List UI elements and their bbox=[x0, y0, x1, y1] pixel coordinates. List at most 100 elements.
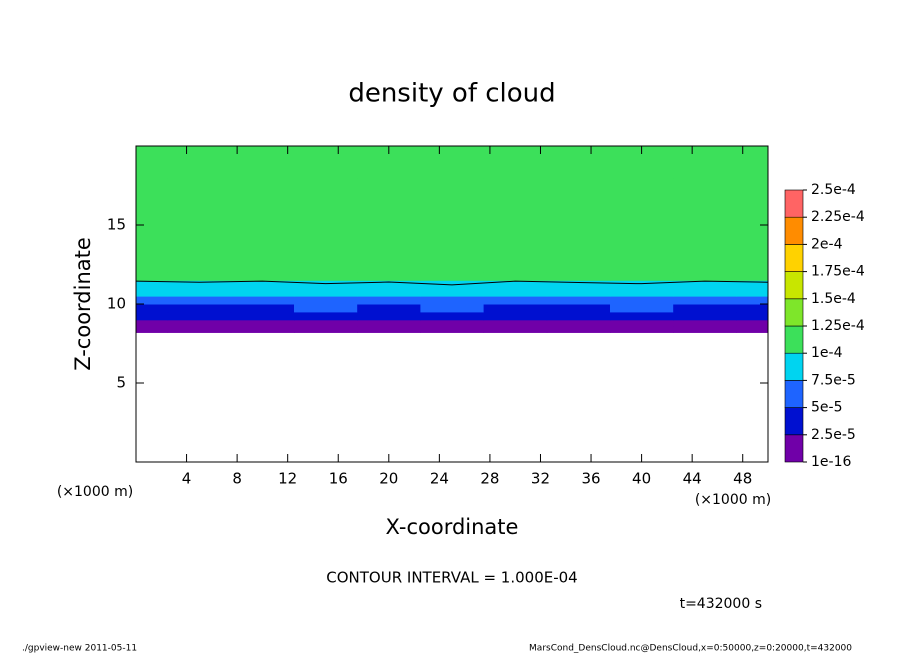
cell bbox=[483, 146, 548, 179]
cell bbox=[357, 272, 421, 281]
cell bbox=[420, 288, 485, 297]
x-tick-label: 44 bbox=[683, 470, 702, 488]
cell bbox=[136, 296, 169, 305]
cell bbox=[230, 311, 295, 321]
colorbar-bin bbox=[784, 244, 804, 272]
colorbar-bin bbox=[784, 216, 804, 245]
colorbar-bin bbox=[784, 352, 804, 381]
overlay: 4 8 12 16 20 24 28 32 36 40 44 48510151e-162.5e-55e… bbox=[107, 145, 865, 488]
cell bbox=[357, 319, 421, 327]
x-tick-label: 40 bbox=[632, 470, 651, 488]
colorbar-label: 2e-4 bbox=[811, 236, 843, 252]
cell bbox=[294, 280, 358, 289]
colorbar-bin bbox=[784, 407, 804, 436]
cell bbox=[420, 296, 485, 305]
cell bbox=[546, 225, 611, 273]
cell bbox=[167, 177, 232, 226]
cell bbox=[483, 272, 548, 281]
y-tick-label: 10 bbox=[107, 295, 126, 313]
cell bbox=[483, 288, 548, 297]
cell bbox=[610, 311, 674, 321]
cell bbox=[610, 272, 674, 281]
cell bbox=[546, 319, 611, 327]
cell bbox=[136, 311, 169, 321]
cell bbox=[546, 288, 611, 297]
cell bbox=[420, 177, 485, 226]
x-tick-label: 4 bbox=[182, 470, 192, 488]
cell bbox=[420, 146, 485, 179]
cell bbox=[357, 177, 421, 226]
cell bbox=[610, 177, 674, 226]
x-tick-label: 16 bbox=[329, 470, 348, 488]
x-tick-label: 28 bbox=[480, 470, 499, 488]
colorbar-bin bbox=[784, 189, 804, 218]
cell bbox=[736, 311, 769, 321]
cell bbox=[673, 272, 737, 281]
colorbar-label: 2.5e-5 bbox=[811, 427, 856, 443]
annotation: t=432000 s bbox=[680, 596, 762, 612]
cell bbox=[483, 326, 548, 333]
x-tick-label: 24 bbox=[430, 470, 449, 488]
cell bbox=[167, 296, 232, 305]
chart-title: density of cloud bbox=[348, 79, 555, 109]
cell bbox=[136, 272, 169, 281]
cell bbox=[136, 288, 169, 297]
colorbar-label: 1.25e-4 bbox=[811, 318, 865, 334]
cell bbox=[230, 272, 295, 281]
cell bbox=[136, 225, 169, 273]
cell bbox=[230, 146, 295, 179]
cell bbox=[673, 177, 737, 226]
x-tick-label: 8 bbox=[232, 470, 242, 488]
cell bbox=[136, 326, 169, 333]
cell bbox=[420, 272, 485, 281]
cell bbox=[736, 319, 769, 327]
cell bbox=[483, 319, 548, 327]
cell bbox=[420, 304, 485, 313]
cell bbox=[610, 296, 674, 305]
cell bbox=[736, 326, 769, 333]
cell bbox=[673, 304, 737, 313]
cell bbox=[673, 296, 737, 305]
field bbox=[136, 146, 769, 333]
colorbar-label: 1.75e-4 bbox=[811, 264, 865, 280]
cell bbox=[136, 146, 169, 179]
colorbar-bin bbox=[784, 325, 804, 354]
x-tick-label: 20 bbox=[379, 470, 398, 488]
cell bbox=[610, 326, 674, 333]
cell bbox=[294, 177, 358, 226]
cell bbox=[673, 319, 737, 327]
cell bbox=[610, 304, 674, 313]
cell bbox=[483, 225, 548, 273]
cell bbox=[167, 288, 232, 297]
cell bbox=[136, 304, 169, 313]
cell bbox=[357, 326, 421, 333]
cell bbox=[294, 311, 358, 321]
cell bbox=[167, 225, 232, 273]
y-tick-label: 5 bbox=[116, 374, 126, 392]
cell bbox=[230, 304, 295, 313]
colorbar-bin bbox=[784, 434, 804, 463]
contour-line bbox=[135, 280, 769, 286]
cell bbox=[736, 296, 769, 305]
cell bbox=[673, 288, 737, 297]
cell bbox=[610, 288, 674, 297]
cell bbox=[673, 146, 737, 179]
cell bbox=[673, 326, 737, 333]
y-tick-label: 15 bbox=[107, 216, 126, 234]
cell bbox=[230, 225, 295, 273]
cell bbox=[294, 304, 358, 313]
cell bbox=[294, 326, 358, 333]
cell bbox=[420, 311, 485, 321]
cell bbox=[736, 304, 769, 313]
cell bbox=[546, 146, 611, 179]
y-axis-label: Z-coordinate bbox=[71, 237, 95, 371]
colorbar-bin bbox=[784, 271, 804, 300]
cell bbox=[230, 280, 295, 289]
cell bbox=[546, 296, 611, 305]
cell bbox=[136, 319, 169, 327]
cell bbox=[294, 225, 358, 273]
colorbar-label: 2.5e-4 bbox=[811, 182, 856, 198]
cell bbox=[357, 304, 421, 313]
cell bbox=[294, 296, 358, 305]
